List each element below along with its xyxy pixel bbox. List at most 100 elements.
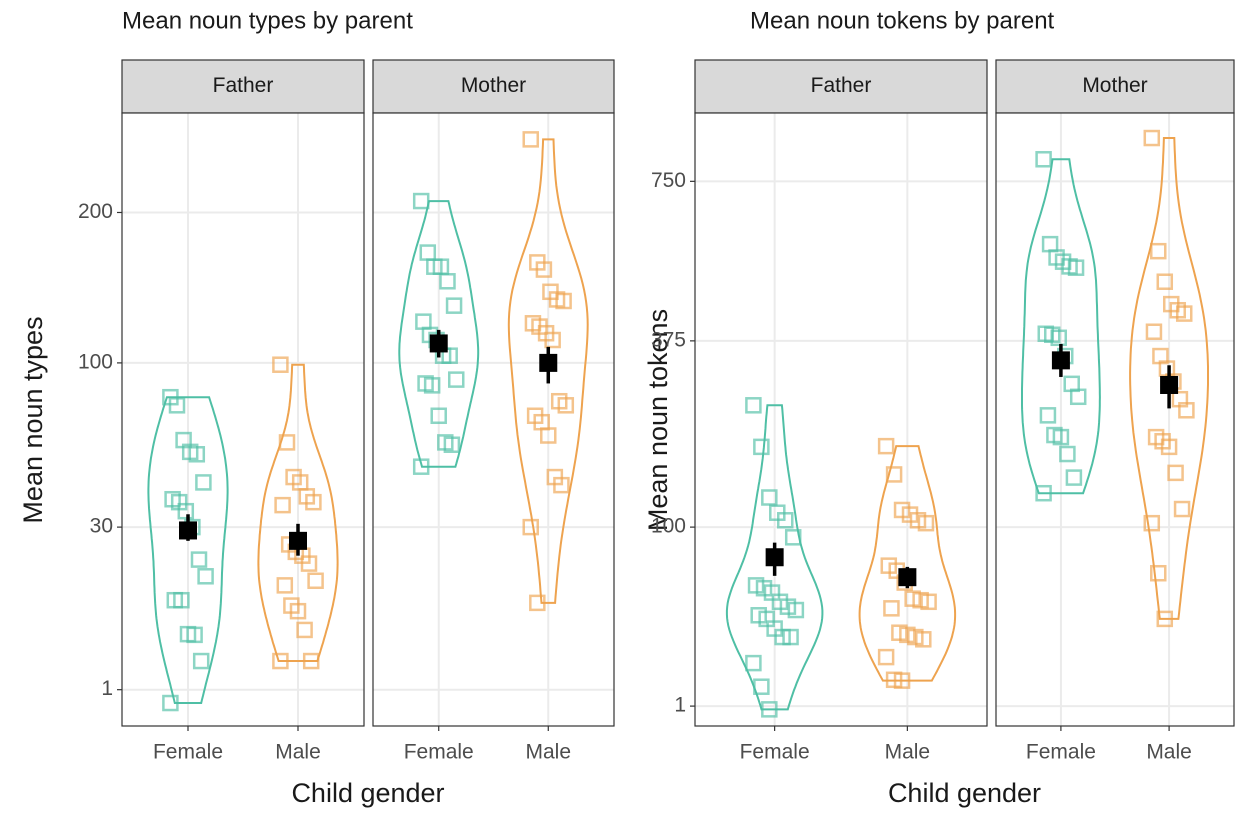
point	[305, 493, 322, 511]
point	[777, 512, 794, 529]
mean-point	[1160, 375, 1179, 394]
panel-border	[995, 112, 1235, 727]
point	[177, 502, 195, 520]
point	[1065, 469, 1083, 486]
mean-point	[429, 334, 448, 353]
x-axis-label: Child gender	[888, 778, 1041, 808]
mean-point	[898, 568, 917, 587]
point	[540, 427, 557, 444]
violin	[1021, 158, 1101, 495]
panel-bg	[122, 113, 364, 726]
x-tick-label: Female	[153, 741, 223, 764]
point	[787, 601, 805, 619]
point	[195, 474, 212, 491]
mean-point	[289, 531, 307, 550]
point	[920, 593, 937, 611]
violin	[507, 138, 589, 604]
point	[443, 436, 461, 453]
point	[893, 672, 911, 689]
point	[445, 297, 463, 314]
chart-title: Mean noun tokens by parent	[750, 7, 1055, 34]
y-tick-label: 750	[651, 169, 686, 192]
y-tick-label: 1	[101, 677, 113, 700]
point	[190, 551, 208, 568]
point	[192, 652, 210, 670]
point	[522, 131, 539, 148]
point	[1067, 259, 1085, 276]
point	[278, 434, 296, 451]
point	[553, 476, 570, 494]
point	[162, 694, 179, 712]
point	[274, 496, 291, 514]
point	[1150, 564, 1167, 582]
violin	[147, 396, 229, 704]
y-tick-label: 200	[78, 200, 113, 223]
strip-label: Mother	[1082, 74, 1147, 97]
point	[877, 648, 895, 666]
point	[753, 678, 770, 695]
mean-point	[179, 521, 197, 540]
strip-label: Father	[213, 74, 274, 97]
strip	[995, 59, 1235, 114]
point	[300, 555, 318, 572]
mean-point	[1051, 351, 1070, 370]
point	[188, 446, 206, 463]
point	[412, 458, 430, 475]
point	[782, 628, 799, 646]
point	[917, 514, 935, 532]
point	[883, 600, 900, 617]
violin	[858, 445, 957, 682]
point	[1167, 464, 1184, 482]
x-tick-label: Female	[404, 741, 474, 764]
point	[1145, 323, 1163, 340]
strip-label: Mother	[461, 74, 526, 97]
violin	[1129, 137, 1209, 620]
point	[423, 377, 441, 394]
panel-bg	[373, 113, 614, 726]
point	[1069, 388, 1087, 406]
point	[529, 594, 546, 612]
panel-bg	[996, 113, 1234, 726]
point	[412, 192, 430, 210]
mean-point	[539, 353, 558, 372]
x-axis-label: Child gender	[291, 778, 444, 808]
point	[302, 652, 320, 670]
chart-title: Mean noun types by parent	[122, 7, 413, 34]
point	[915, 631, 932, 648]
point	[307, 572, 324, 590]
point	[555, 292, 572, 310]
point	[557, 397, 575, 414]
panel-border	[694, 112, 988, 727]
point	[522, 518, 539, 536]
point	[1178, 402, 1195, 419]
point	[1175, 305, 1193, 322]
y-axis-label: Mean noun types	[18, 316, 48, 523]
point	[276, 577, 294, 594]
point	[1156, 273, 1174, 290]
y-tick-label: 1	[674, 694, 686, 717]
point	[186, 626, 203, 644]
point	[535, 261, 553, 278]
point	[544, 331, 561, 349]
point	[439, 273, 456, 290]
x-tick-label: Male	[275, 741, 321, 764]
strip	[121, 59, 365, 114]
point	[1160, 438, 1178, 456]
panel-border	[372, 112, 615, 727]
point	[430, 407, 447, 425]
point	[173, 591, 190, 609]
point	[1150, 242, 1167, 260]
violin	[725, 404, 824, 711]
y-tick-label: 100	[78, 350, 113, 373]
x-tick-label: Male	[1146, 741, 1192, 764]
point	[753, 438, 770, 456]
point	[1039, 407, 1057, 424]
point	[289, 602, 307, 620]
point	[1050, 329, 1067, 347]
x-tick-label: Male	[526, 741, 572, 764]
point	[1143, 129, 1161, 147]
point	[745, 397, 762, 414]
mean-point	[765, 548, 784, 567]
